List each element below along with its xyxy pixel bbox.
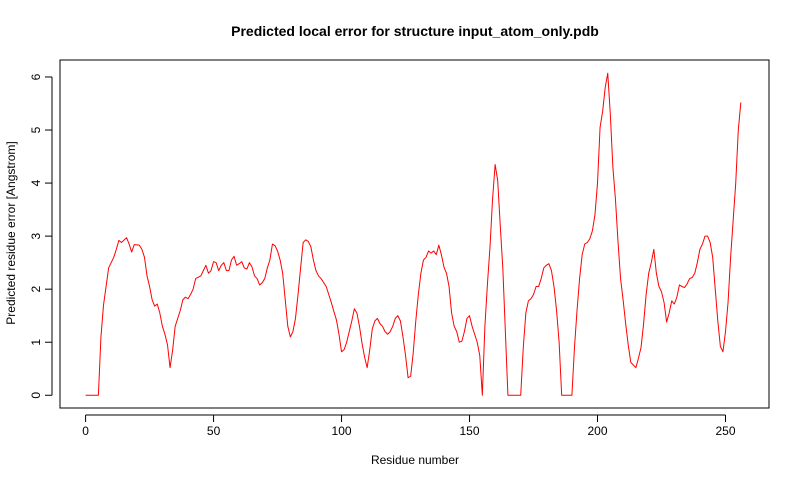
x-axis: 0 50 100 150 200 250 — [82, 414, 736, 438]
plot-frame — [59, 59, 770, 409]
x-tick-label: 0 — [82, 424, 89, 438]
y-axis-label: Predicted residue error [Angstrom] — [4, 141, 18, 324]
x-tick-label: 50 — [207, 424, 221, 438]
y-tick-label: 4 — [29, 179, 43, 186]
y-tick-label: 6 — [29, 73, 43, 80]
x-tick-label: 100 — [332, 424, 352, 438]
y-tick-label: 2 — [29, 286, 43, 293]
chart-title: Predicted local error for structure inpu… — [231, 23, 599, 39]
x-axis-label: Residue number — [371, 453, 459, 467]
y-tick-label: 3 — [29, 232, 43, 239]
x-tick-label: 200 — [587, 424, 607, 438]
y-tick-label: 0 — [29, 392, 43, 399]
x-tick-label: 150 — [460, 424, 480, 438]
x-tick-label: 250 — [715, 424, 735, 438]
y-tick-label: 5 — [29, 126, 43, 133]
y-axis: 0 1 2 3 4 5 6 — [29, 73, 53, 399]
y-tick-label: 1 — [29, 339, 43, 346]
series-layer — [85, 72, 742, 396]
series-line-0 — [85, 72, 742, 396]
